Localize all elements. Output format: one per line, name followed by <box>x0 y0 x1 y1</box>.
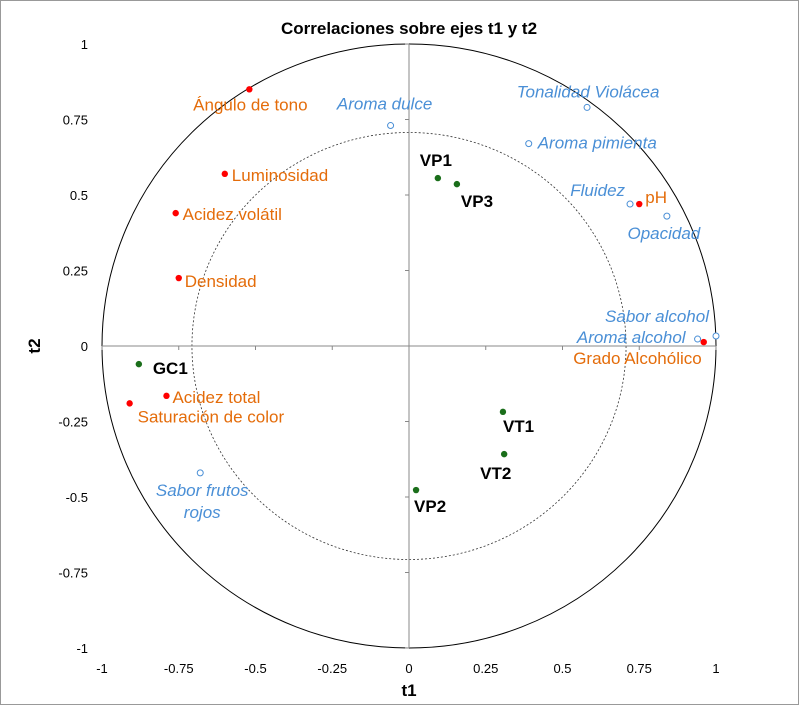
point-marker <box>694 335 702 343</box>
x-tick-label: 0.75 <box>627 661 652 676</box>
series-open-blue: Aroma dulce Tonalidad Violácea Aroma pimie… <box>156 82 720 522</box>
point-marker <box>636 200 643 208</box>
point-label: Aroma dulce <box>336 95 432 114</box>
point-marker <box>663 212 671 220</box>
point-marker <box>246 86 253 93</box>
y-tick-label: -1 <box>76 641 88 656</box>
point-marker <box>500 450 508 458</box>
point-label: Sabor frutos rojos <box>156 481 249 522</box>
point-label: Tonalidad Violácea <box>517 82 660 101</box>
point-marker <box>135 360 143 368</box>
point-label: Opacidad <box>627 224 700 243</box>
point-label: Aroma pimienta <box>537 134 657 153</box>
chart-title: Correlaciones sobre ejes t1 y t2 <box>281 19 537 38</box>
point-marker <box>434 174 442 182</box>
x-tick-label: 0.25 <box>473 661 498 676</box>
y-tick-label: -0.75 <box>58 566 88 581</box>
x-tick-label: 0.5 <box>553 661 571 676</box>
point-marker <box>583 103 591 111</box>
point-label: VT1 <box>503 417 534 436</box>
point-marker <box>499 408 507 416</box>
point-marker <box>700 338 707 346</box>
axes: -1 -0.75 -0.5 -0.25 0 0.25 0.5 0.75 1 1 0.75 0.5 0.2… <box>58 37 719 676</box>
x-axis-label: t1 <box>401 681 416 700</box>
point-label: Acidez volátil <box>183 205 282 224</box>
point-label: Ángulo de tono <box>193 95 307 114</box>
point-label: Luminosidad <box>232 166 328 185</box>
point-label: Acidez total <box>172 388 260 407</box>
point-label: VP3 <box>461 192 493 211</box>
series-filled-green: VP1 VP3 GC1 VT1 VT2 VP2 <box>135 151 534 516</box>
x-tick-label: -0.5 <box>244 661 266 676</box>
y-tick-label: 0 <box>81 339 88 354</box>
x-tick-label: 0 <box>405 661 412 676</box>
point-label: pH <box>645 188 667 207</box>
point-label: Fluidez <box>570 181 625 200</box>
point-marker <box>525 140 533 148</box>
point-marker <box>712 332 720 340</box>
series-filled-red: Ángulo de tono Luminosidad Acidez volátil D… <box>126 86 707 426</box>
y-tick-label: 0.25 <box>63 264 88 279</box>
point-marker <box>163 392 170 400</box>
data-points: Ángulo de tono Luminosidad Acidez volátil D… <box>126 82 720 522</box>
x-tick-label: 1 <box>712 661 719 676</box>
x-tick-label: -1 <box>96 661 108 676</box>
y-axis-label: t2 <box>25 338 44 353</box>
point-label: Aroma alcohol <box>576 328 687 347</box>
point-marker <box>626 200 634 208</box>
point-label: GC1 <box>153 359 188 378</box>
point-marker <box>221 170 228 178</box>
y-tick-label: -0.25 <box>58 415 88 430</box>
point-marker <box>453 180 461 188</box>
y-tick-label: 0.5 <box>70 188 88 203</box>
point-label: Grado Alcohólico <box>573 349 702 368</box>
y-tick-label: 1 <box>81 37 88 52</box>
y-tick-label: 0.75 <box>63 113 88 128</box>
x-tick-label: -0.75 <box>164 661 194 676</box>
y-tick-label: -0.5 <box>66 490 88 505</box>
point-marker <box>412 486 420 494</box>
point-label: VT2 <box>480 464 511 483</box>
x-tick-label: -0.25 <box>317 661 347 676</box>
point-label: Sabor alcohol <box>605 307 710 326</box>
point-label: Densidad <box>185 272 257 291</box>
point-marker <box>196 469 204 477</box>
point-marker <box>172 209 179 217</box>
point-marker <box>126 400 133 407</box>
point-label: VP2 <box>414 497 446 516</box>
point-marker <box>175 274 182 282</box>
point-label: Saturación de color <box>138 407 285 426</box>
point-label: VP1 <box>420 151 452 170</box>
point-marker <box>387 122 395 130</box>
